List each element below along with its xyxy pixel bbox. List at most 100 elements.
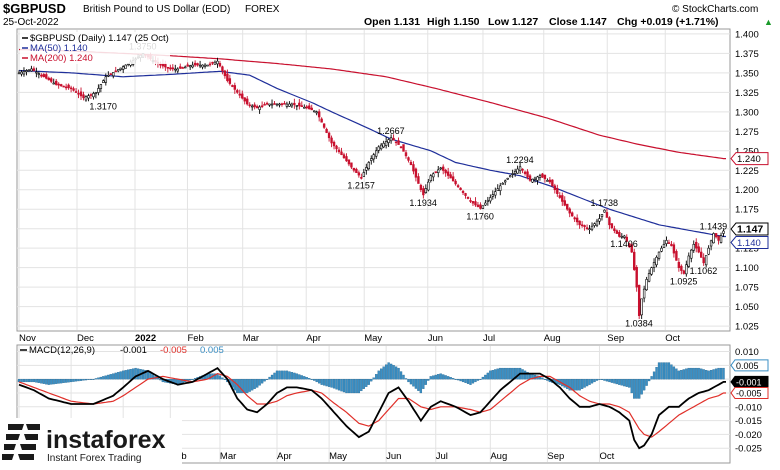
candle-body	[97, 88, 100, 93]
candle	[496, 184, 499, 192]
histogram-bar	[313, 378, 316, 381]
candle	[464, 192, 467, 199]
histogram-bar	[526, 372, 529, 380]
candle	[372, 152, 375, 163]
candle-body	[714, 233, 718, 238]
instaforex-logo-mark-icon: instaforex Instant Forex Trading	[2, 424, 166, 464]
candle	[375, 147, 378, 159]
histogram-bar	[590, 378, 594, 384]
candle	[198, 60, 202, 69]
histogram-bar	[665, 362, 668, 380]
candle	[275, 103, 279, 107]
candle-body	[677, 261, 681, 268]
histogram-bar	[419, 378, 423, 394]
candle-body	[188, 65, 192, 68]
x-tick-label: Dec	[77, 333, 94, 344]
x-tick-label: Aug	[544, 333, 561, 344]
candle-body	[516, 168, 519, 174]
candle	[479, 202, 482, 210]
candle-body	[709, 240, 713, 247]
candle	[387, 138, 390, 148]
candle	[74, 88, 78, 93]
instrument-name: British Pound to US Dollar (EOD)	[83, 4, 230, 15]
candle-body	[246, 98, 249, 105]
macd-value-tags: 0.005 -0.001-0.005	[730, 359, 769, 399]
histogram-bar	[327, 378, 331, 387]
candle	[102, 79, 105, 83]
histogram-bar	[248, 378, 251, 392]
price-x-axis: Nov Dec 2022 Feb Mar Apr May Jun Jul Aug Sep Oct	[19, 333, 680, 344]
histogram-bar	[159, 378, 162, 381]
candle-body	[384, 141, 388, 146]
histogram-bar	[449, 377, 452, 380]
macd-tag-label: -0.005	[736, 388, 762, 398]
histogram-bar	[89, 378, 93, 380]
candle-body	[603, 209, 606, 213]
candle-body	[114, 70, 117, 73]
histogram-bar	[342, 378, 346, 393]
candle-body	[79, 91, 83, 97]
macd-x-tick-label: Jun	[386, 451, 401, 462]
histogram-bar	[501, 367, 504, 380]
candle-body	[236, 90, 239, 93]
candle	[32, 66, 36, 72]
histogram-bar	[377, 370, 380, 380]
candle	[223, 69, 227, 79]
candle-body	[615, 230, 619, 234]
candle	[221, 65, 224, 75]
y-tick-label: 1.300	[735, 107, 759, 118]
histogram-bar	[17, 378, 21, 383]
candle-body	[647, 273, 651, 282]
candle	[486, 196, 490, 206]
histogram-bar	[695, 367, 698, 380]
histogram-bar	[605, 378, 609, 382]
candle	[181, 66, 184, 69]
candle	[345, 153, 348, 162]
histogram-bar	[42, 378, 45, 384]
y-tick-label: 1.375	[735, 49, 759, 60]
candle-body	[22, 70, 26, 75]
candle	[268, 103, 271, 107]
candle-body	[600, 214, 604, 217]
candle	[64, 83, 68, 91]
high-value: High 1.150	[427, 16, 480, 28]
histogram-bar	[672, 366, 676, 380]
candle	[441, 164, 445, 175]
candle	[553, 183, 557, 194]
histogram-bar	[74, 378, 78, 382]
candle	[575, 214, 579, 226]
macd-x-tick-label: Oct	[599, 451, 614, 462]
candle	[253, 102, 256, 110]
candle	[384, 136, 388, 149]
candle-body	[441, 166, 445, 171]
candle	[518, 163, 522, 174]
histogram-bar	[657, 362, 661, 380]
candle-body	[680, 265, 683, 271]
price-annotation: 1.2294	[506, 155, 534, 165]
histogram-bar	[330, 378, 333, 388]
candle-body	[707, 247, 710, 255]
candle-body	[325, 128, 328, 133]
candle	[112, 72, 115, 79]
candle-body	[427, 181, 430, 191]
histogram-bar	[439, 373, 442, 380]
histogram-bar	[208, 373, 212, 380]
histogram-bar	[618, 378, 621, 385]
candle	[347, 159, 351, 167]
histogram-bar	[55, 378, 58, 384]
histogram-bar	[692, 367, 695, 380]
histogram-bar	[320, 378, 323, 385]
candle-body	[494, 191, 497, 196]
candle	[657, 251, 661, 261]
candle	[692, 240, 695, 253]
candle-body	[248, 104, 251, 107]
candle-body	[538, 175, 542, 178]
histogram-bar	[25, 378, 28, 383]
candle	[461, 190, 465, 195]
candle-body	[548, 179, 552, 183]
candle	[667, 239, 671, 244]
candle	[193, 60, 197, 67]
candle	[389, 134, 393, 144]
histogram-bar	[52, 378, 55, 385]
histogram-bar	[466, 378, 470, 384]
